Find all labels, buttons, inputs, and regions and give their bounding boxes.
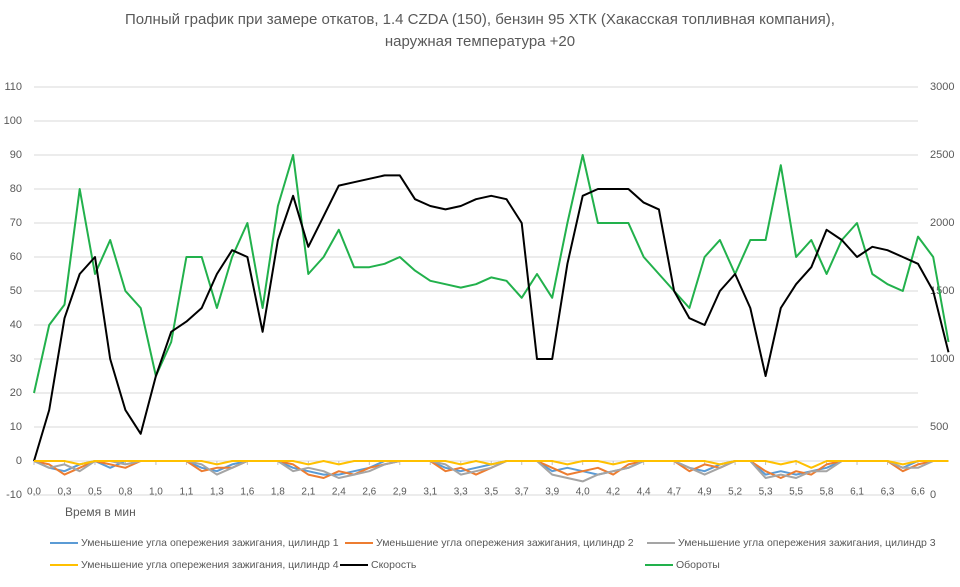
x-tick-label: 5,8: [820, 487, 834, 498]
legend-label: Скорость: [371, 559, 417, 571]
chart-title: Полный график при замере откатов, 1.4 CZ…: [125, 11, 835, 28]
x-tick-label: 0,3: [58, 487, 72, 498]
x-tick-label: 1,3: [210, 487, 224, 498]
x-tick-label: 0,0: [27, 487, 41, 498]
x-tick-label: 0,8: [118, 487, 132, 498]
y-tick-label: 90: [10, 149, 22, 161]
x-tick-label: 3,7: [515, 487, 529, 498]
x-tick-label: 4,2: [606, 487, 620, 498]
y-tick-label: -10: [6, 489, 22, 501]
x-tick-label: 4,7: [667, 487, 681, 498]
y2-tick-label: 500: [930, 421, 948, 433]
x-tick-label: 6,6: [911, 487, 925, 498]
x-tick-label: 0,5: [88, 487, 102, 498]
y2-tick-label: 3000: [930, 81, 954, 93]
series-line: [33, 174, 950, 462]
legend-label: Уменьшение угла опережения зажигания, ци…: [678, 537, 936, 549]
y-tick-label: 10: [10, 421, 22, 433]
y2-tick-label: 2000: [930, 217, 954, 229]
y2-tick-label: 1500: [930, 285, 954, 297]
y-tick-label: 80: [10, 183, 22, 195]
x-tick-label: 2,9: [393, 487, 407, 498]
legend-label: Уменьшение угла опережения зажигания, ци…: [81, 559, 339, 571]
x-tick-label: 3,5: [484, 487, 498, 498]
legend-label: Обороты: [676, 559, 720, 571]
chart-subtitle: наружная температура +20: [385, 33, 575, 50]
series-line: [34, 460, 949, 469]
x-tick-label: 4,0: [576, 487, 590, 498]
y-tick-label: 0: [16, 455, 22, 467]
x-tick-label: 2,4: [332, 487, 346, 498]
x-tick-label: 6,1: [850, 487, 864, 498]
legend-label: Уменьшение угла опережения зажигания, ци…: [376, 537, 634, 549]
x-tick-label: 3,1: [423, 487, 437, 498]
y-tick-label: 110: [4, 81, 22, 93]
y2-tick-label: 0: [930, 489, 936, 501]
x-tick-label: 1,0: [149, 487, 163, 498]
x-tick-label: 1,6: [240, 487, 254, 498]
x-tick-label: 1,8: [271, 487, 285, 498]
y-tick-label: 40: [10, 319, 22, 331]
y-tick-label: 50: [10, 285, 22, 297]
y2-tick-label: 2500: [930, 149, 954, 161]
x-tick-label: 3,9: [545, 487, 559, 498]
x-axis-label: Время в мин: [65, 505, 136, 519]
x-tick-label: 5,5: [789, 487, 803, 498]
x-tick-label: 3,3: [454, 487, 468, 498]
x-tick-label: 4,9: [698, 487, 712, 498]
y-tick-label: 60: [10, 251, 22, 263]
x-tick-label: 2,1: [301, 487, 315, 498]
y-tick-label: 70: [10, 217, 22, 229]
x-tick-label: 5,2: [728, 487, 742, 498]
legend-label: Уменьшение угла опережения зажигания, ци…: [81, 537, 339, 549]
x-tick-label: 6,3: [881, 487, 895, 498]
y2-tick-label: 1000: [930, 353, 954, 365]
series-line: [33, 154, 950, 394]
x-tick-label: 2,6: [362, 487, 376, 498]
y-tick-label: 100: [4, 115, 22, 127]
y-tick-label: 30: [10, 353, 22, 365]
x-tick-label: 4,4: [637, 487, 651, 498]
x-tick-label: 1,1: [179, 487, 193, 498]
y-tick-label: 20: [10, 387, 22, 399]
x-tick-label: 5,3: [759, 487, 773, 498]
